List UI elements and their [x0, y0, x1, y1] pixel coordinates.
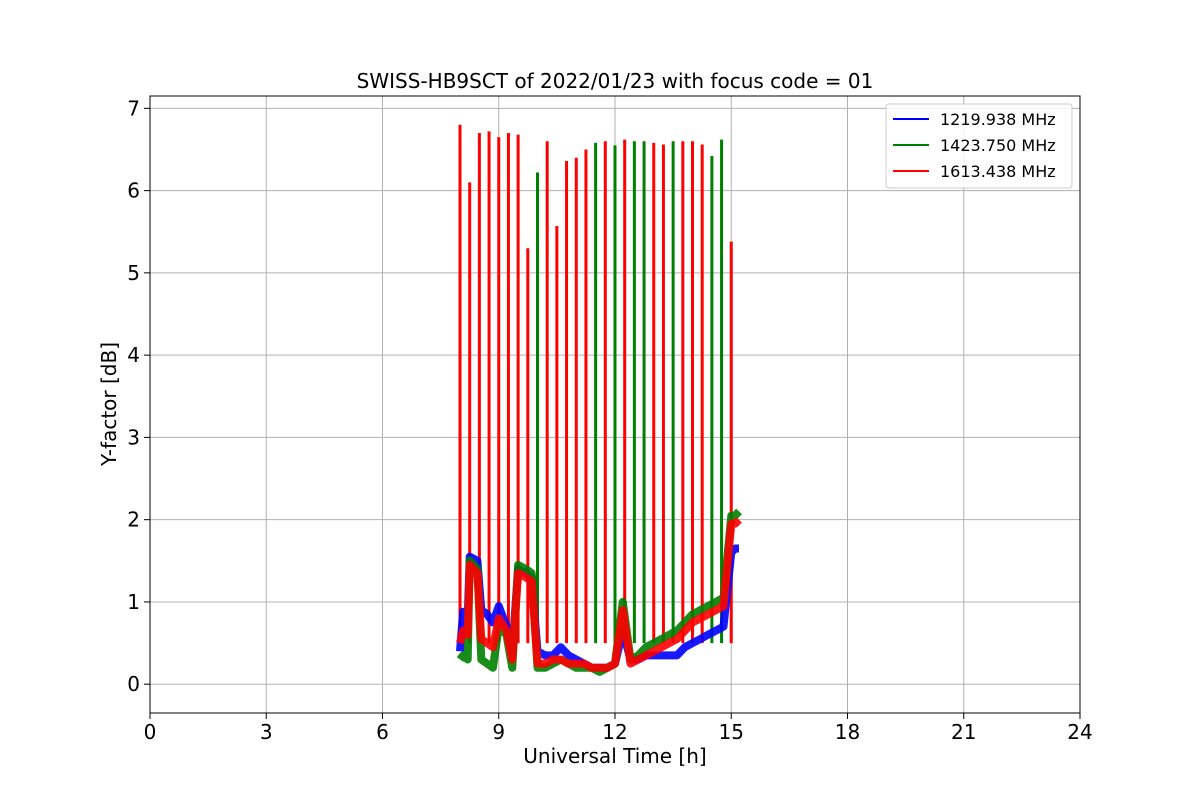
- y-axis-title: Y-factor [dB]: [97, 342, 121, 467]
- y-tick-label: 1: [127, 590, 140, 614]
- spike-markers: [458, 124, 733, 644]
- x-tick-label: 9: [492, 720, 505, 744]
- x-tick-label: 24: [1067, 720, 1092, 744]
- legend-box: [885, 103, 1073, 189]
- legend: 1219.938 MHz 1423.750 MHz 1613.438 MHz: [885, 103, 1073, 189]
- y-axis-ticks: 0 1 2 3 4 5 6 7: [127, 96, 150, 696]
- legend-label: 1613.438 MHz: [940, 162, 1056, 181]
- series-line: [456, 508, 742, 676]
- chart-title: SWISS-HB9SCT of 2022/01/23 with focus co…: [357, 69, 874, 93]
- y-tick-label: 5: [127, 261, 140, 285]
- x-tick-label: 21: [951, 720, 976, 744]
- y-tick-label: 0: [127, 672, 140, 696]
- y-tick-label: 4: [127, 343, 140, 367]
- x-tick-label: 3: [260, 720, 273, 744]
- y-tick-label: 3: [127, 425, 140, 449]
- x-tick-label: 15: [719, 720, 744, 744]
- x-tick-label: 18: [835, 720, 860, 744]
- x-tick-label: 12: [602, 720, 627, 744]
- x-axis-title: Universal Time [h]: [523, 744, 706, 768]
- legend-label: 1423.750 MHz: [940, 136, 1056, 155]
- y-tick-label: 7: [127, 96, 140, 120]
- y-tick-label: 2: [127, 508, 140, 532]
- x-tick-label: 0: [144, 720, 157, 744]
- x-tick-label: 6: [376, 720, 389, 744]
- x-axis-ticks: 0 3 6 9 12 15 18 21 24: [144, 713, 1093, 744]
- data-series: [456, 508, 742, 676]
- y-tick-label: 6: [127, 179, 140, 203]
- series-line: [456, 516, 742, 672]
- legend-label: 1219.938 MHz: [940, 110, 1056, 129]
